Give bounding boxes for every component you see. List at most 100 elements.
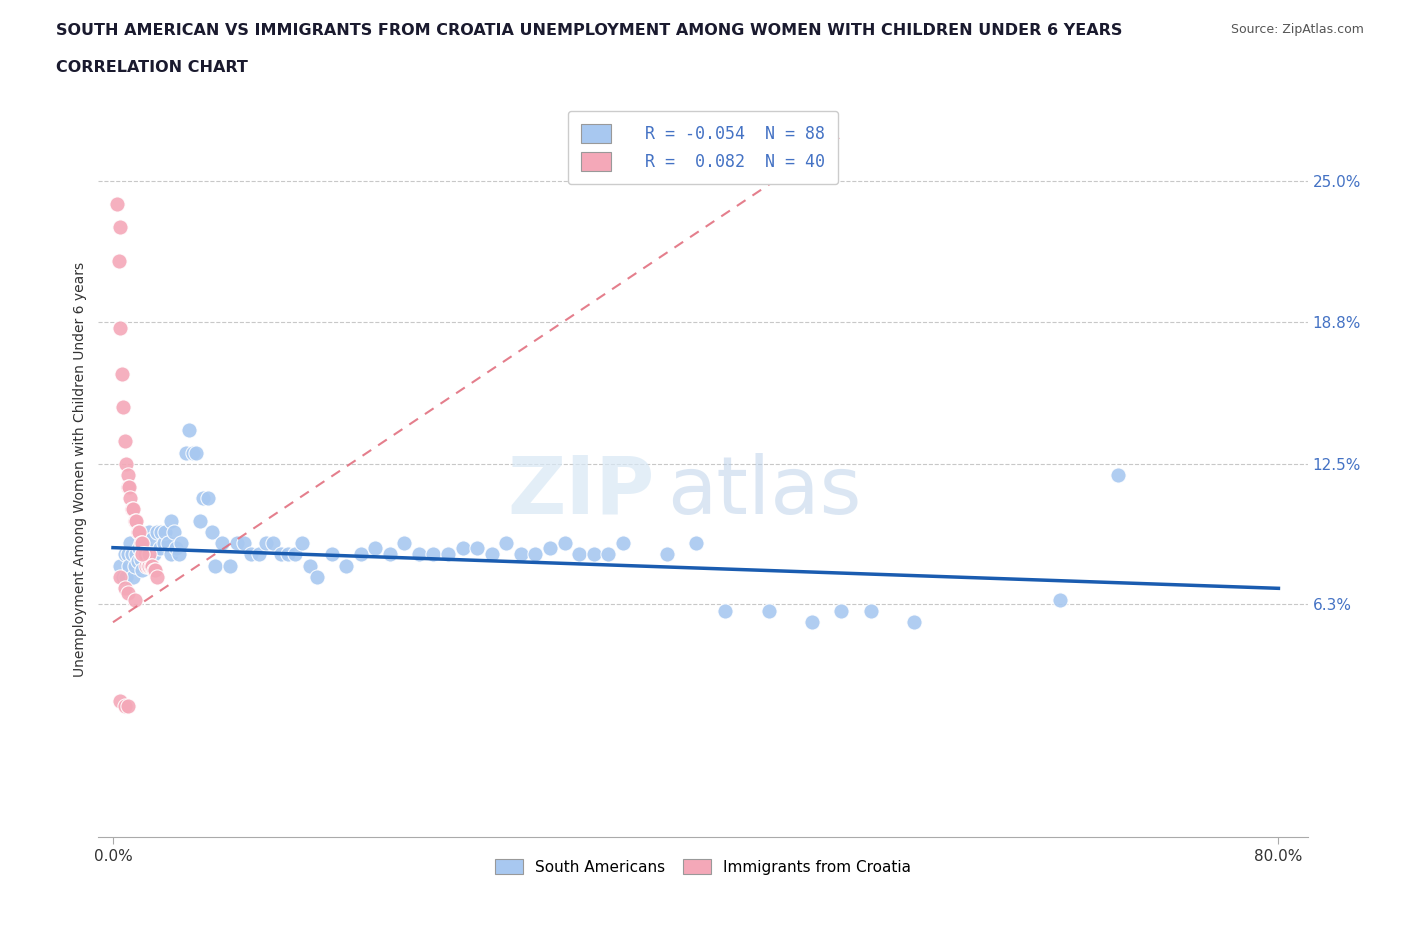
Point [247,547,270,562]
Point [124,592,146,607]
Point [108,253,131,268]
Point [110,569,132,584]
Point [120,536,142,551]
Point [554,536,576,551]
Point [211,536,233,551]
Point [114,434,136,449]
Point [170,536,193,551]
Text: ZIP: ZIP [508,453,655,531]
Point [284,547,307,562]
Point [165,540,187,555]
Point [114,581,136,596]
Point [135,558,157,573]
Point [685,536,707,551]
Point [141,531,163,546]
Point [160,513,183,528]
Point [127,553,149,568]
Point [131,547,153,562]
Point [131,563,153,578]
Point [481,547,503,562]
Point [218,558,240,573]
Point [568,547,591,562]
Point [350,547,373,562]
Point [903,615,925,630]
Point [112,569,135,584]
Point [125,513,148,528]
Point [122,502,145,517]
Point [612,536,634,551]
Point [177,422,200,437]
Point [174,445,197,460]
Point [422,547,444,562]
Point [714,604,737,618]
Point [139,558,162,573]
Point [114,547,136,562]
Point [138,558,160,573]
Point [233,536,256,551]
Point [495,536,517,551]
Point [138,525,160,539]
Point [145,569,167,584]
Point [145,525,167,539]
Point [801,615,824,630]
Point [110,694,132,709]
Point [121,502,143,517]
Text: CORRELATION CHART: CORRELATION CHART [56,60,247,75]
Point [128,540,150,555]
Point [150,525,173,539]
Point [134,547,156,562]
Point [117,479,139,494]
Point [163,525,186,539]
Text: atlas: atlas [666,453,860,531]
Point [157,536,180,551]
Point [254,536,277,551]
Point [135,540,157,555]
Point [117,468,139,483]
Point [142,547,165,562]
Point [193,490,215,505]
Point [131,547,153,562]
Point [117,547,139,562]
Point [110,321,132,336]
Point [655,547,678,562]
Point [321,547,343,562]
Point [155,525,177,539]
Point [131,536,153,551]
Point [128,525,150,539]
Point [184,445,207,460]
Point [859,604,882,618]
Point [138,553,160,568]
Point [167,547,190,562]
Point [181,445,204,460]
Point [364,540,387,555]
Point [451,540,474,555]
Point [524,547,547,562]
Point [129,536,152,551]
Point [1049,592,1071,607]
Point [115,569,138,584]
Point [598,547,620,562]
Point [830,604,852,618]
Point [111,366,134,381]
Point [117,585,139,600]
Point [117,698,139,713]
Point [335,558,357,573]
Point [305,569,328,584]
Point [149,540,172,555]
Point [124,513,146,528]
Point [204,558,226,573]
Point [110,219,132,234]
Point [120,490,142,505]
Point [262,536,284,551]
Point [240,547,263,562]
Point [538,540,561,555]
Point [201,525,224,539]
Point [118,558,141,573]
Point [378,547,401,562]
Y-axis label: Unemployment Among Women with Children Under 6 years: Unemployment Among Women with Children U… [73,262,87,677]
Point [291,536,314,551]
Point [465,540,488,555]
Point [124,558,146,573]
Point [141,558,163,573]
Point [225,536,247,551]
